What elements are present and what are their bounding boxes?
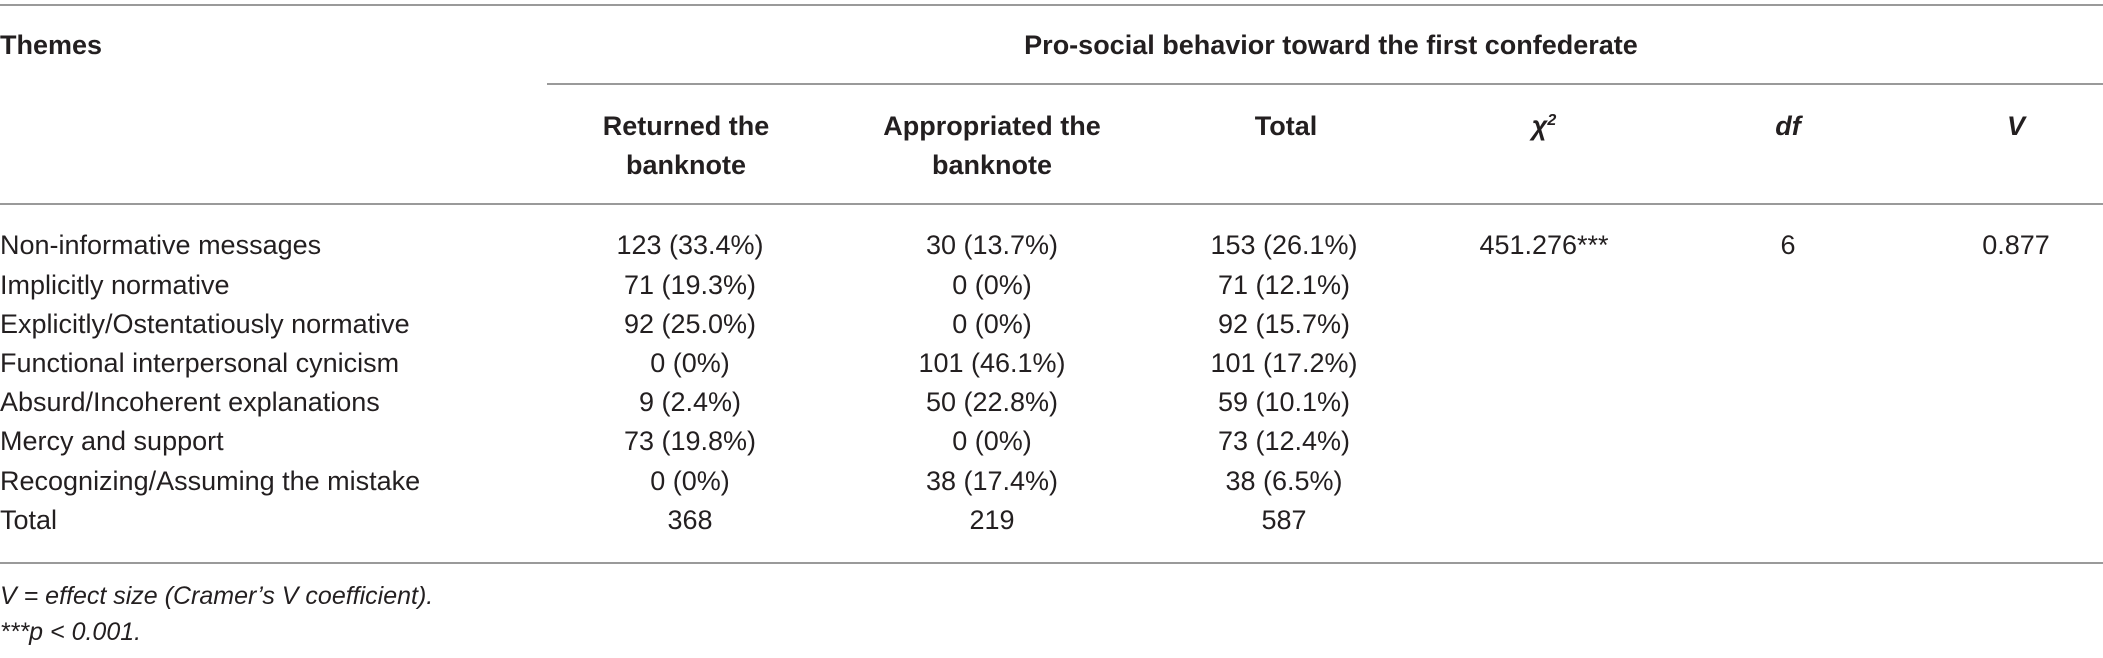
col-appropriated-line2: banknote [931,150,1053,180]
table-note-effect-size: V = effect size (Cramer’s V coefficient)… [0,582,434,610]
appropriated-cell: 50 (22.8%) [925,387,1059,417]
returned-cell: 0 (0%) [650,466,730,496]
total-cell: 73 (12.4%) [1217,426,1351,456]
appropriated-cell: 30 (13.7%) [925,230,1059,260]
theme-cell: Explicitly/Ostentatiously normative [0,309,410,339]
returned-cell: 9 (2.4%) [638,387,742,417]
appropriated-cell: 0 (0%) [952,270,1032,300]
appropriated-cell: 101 (46.1%) [918,348,1066,378]
returned-cell: 123 (33.4%) [616,230,764,260]
col-chi-square: χ2 [1532,109,1557,143]
returned-cell: 368 [667,505,713,535]
col-v: V [2006,111,2026,141]
top-rule [0,4,2103,6]
total-cell: 587 [1261,505,1307,535]
returned-cell: 92 (25.0%) [623,309,757,339]
theme-cell: Total [0,505,58,535]
returned-cell: 73 (19.8%) [623,426,757,456]
theme-cell: Absurd/Incoherent explanations [0,387,380,417]
v-value: 0.877 [1982,230,2050,260]
theme-cell: Implicitly normative [0,270,230,300]
total-cell: 71 (12.1%) [1217,270,1351,300]
appropriated-cell: 0 (0%) [952,309,1032,339]
chi-superscript: 2 [1547,112,1557,129]
appropriated-cell: 219 [969,505,1015,535]
theme-cell: Recognizing/Assuming the mistake [0,466,421,496]
theme-cell: Non-informative messages [0,230,322,260]
col-returned-line2: banknote [625,150,747,180]
total-cell: 153 (26.1%) [1210,230,1358,260]
total-cell: 101 (17.2%) [1210,348,1358,378]
df-value: 6 [1780,230,1796,260]
col-returned-line1: Returned the [602,111,770,141]
col-total: Total [1254,111,1318,141]
chi-symbol: χ [1531,111,1548,141]
header-bottom-rule [0,203,2103,205]
col-df: df [1775,111,1801,141]
col-appropriated-line1: Appropriated the [883,111,1101,141]
themes-header: Themes [0,30,103,60]
returned-cell: 71 (19.3%) [623,270,757,300]
table-note-significance: ***p < 0.001. [0,618,142,646]
group-header: Pro-social behavior toward the first con… [1024,30,1638,60]
total-cell: 38 (6.5%) [1225,466,1343,496]
total-cell: 59 (10.1%) [1217,387,1351,417]
total-cell: 92 (15.7%) [1217,309,1351,339]
table-bottom-rule [0,562,2103,564]
theme-cell: Mercy and support [0,426,224,456]
chi-value: 451.276*** [1479,230,1609,260]
appropriated-cell: 0 (0%) [952,426,1032,456]
returned-cell: 0 (0%) [650,348,730,378]
theme-cell: Functional interpersonal cynicism [0,348,400,378]
appropriated-cell: 38 (17.4%) [925,466,1059,496]
group-rule [547,83,2103,85]
